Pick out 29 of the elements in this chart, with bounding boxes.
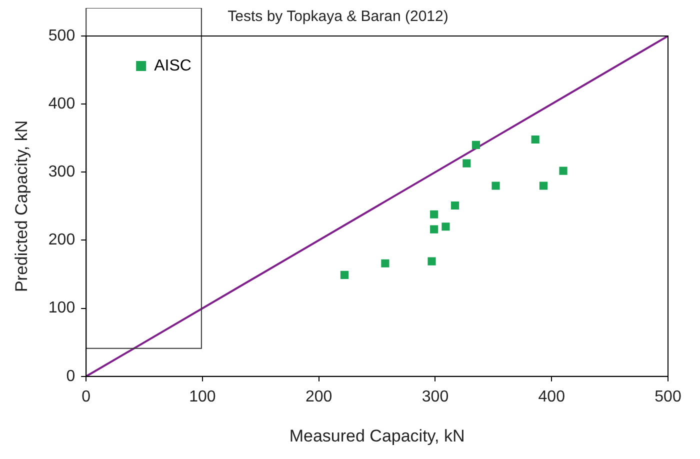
x-tick-label: 100 (189, 388, 216, 406)
y-tick-label: 500 (48, 27, 76, 44)
point (340, 270, 348, 279)
point (430, 210, 438, 218)
point (472, 140, 480, 149)
y-tick-label: 200 (48, 232, 76, 249)
point (381, 259, 390, 268)
y-tick-label: 300 (48, 164, 76, 181)
y-axis-title: Predicted Capacity, kN (12, 120, 31, 292)
point (559, 166, 568, 175)
point (539, 182, 548, 190)
point (450, 201, 460, 210)
point (430, 225, 438, 234)
point (531, 135, 540, 144)
y-tick-label: 400 (48, 95, 76, 112)
x-tick-label: 500 (654, 388, 682, 406)
x-tick-label: 300 (422, 388, 449, 406)
y-tick-label: 0 (66, 368, 76, 385)
point (442, 222, 450, 231)
x-axis-title: Measured Capacity, kN (289, 426, 465, 446)
x-tick-label: 0 (82, 388, 91, 406)
chart-title: Tests by Topkaya & Baran (2012) (228, 8, 448, 26)
legend-label: AISC (154, 57, 192, 74)
point (462, 159, 471, 168)
x-tick-label: 400 (538, 388, 566, 406)
y-tick-label: 100 (48, 300, 76, 317)
point (428, 257, 436, 266)
point (492, 182, 500, 190)
x-tick-label: 200 (306, 388, 332, 406)
